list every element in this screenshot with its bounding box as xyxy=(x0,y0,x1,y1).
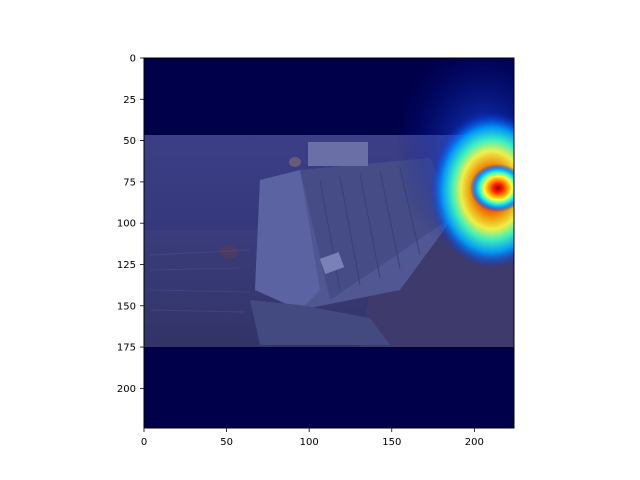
y-tick-label: 150 xyxy=(117,301,136,312)
x-tick-label: 200 xyxy=(465,437,484,448)
x-axis: 0 50 100 150 200 xyxy=(141,428,484,448)
y-tick-label: 0 xyxy=(130,54,136,65)
y-tick-label: 25 xyxy=(123,95,136,106)
y-tick-label: 200 xyxy=(117,384,136,395)
y-tick-label: 100 xyxy=(117,219,136,230)
y-tick-label: 50 xyxy=(123,136,136,147)
heatmap-image xyxy=(144,58,514,428)
x-tick-label: 0 xyxy=(141,437,147,448)
y-tick-label: 125 xyxy=(117,260,136,271)
y-tick-label: 175 xyxy=(117,343,136,354)
x-tick-label: 100 xyxy=(300,437,319,448)
y-tick-label: 75 xyxy=(123,177,136,188)
heat-overlay xyxy=(394,58,514,268)
axes-frame xyxy=(143,57,515,429)
x-tick-label: 50 xyxy=(220,437,233,448)
x-tick-label: 150 xyxy=(382,437,401,448)
y-axis: 0 25 50 75 100 125 150 175 200 xyxy=(117,54,144,395)
